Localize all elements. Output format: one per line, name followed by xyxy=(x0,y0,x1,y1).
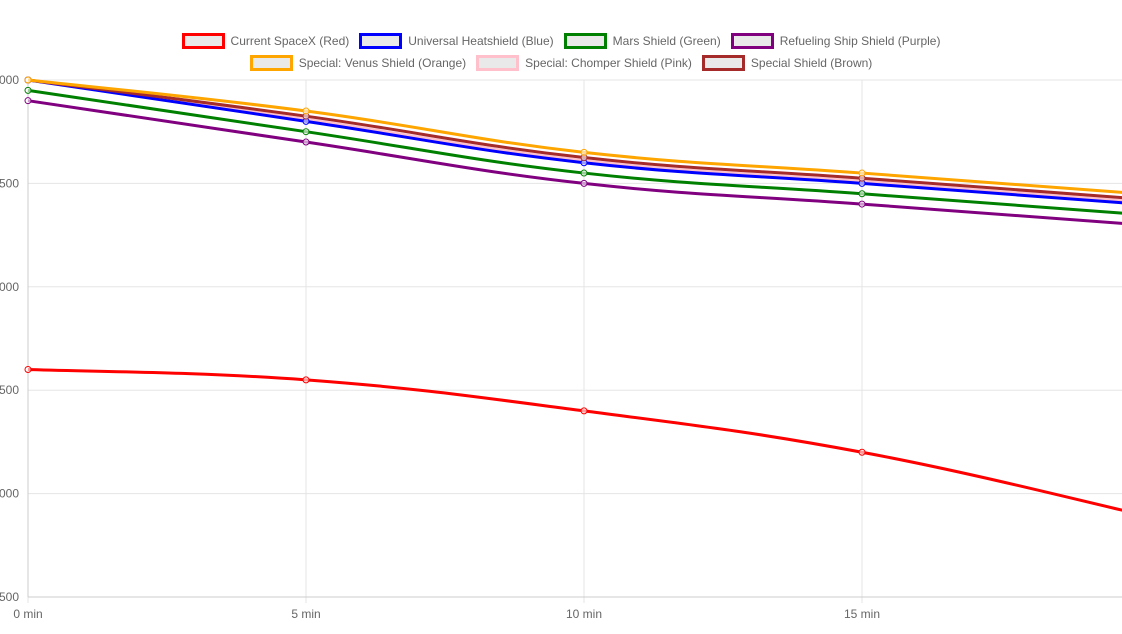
data-point xyxy=(302,138,310,146)
data-point xyxy=(24,86,32,94)
legend-swatch xyxy=(563,33,607,49)
data-point xyxy=(580,148,588,156)
data-point xyxy=(858,200,866,208)
data-point xyxy=(580,169,588,177)
legend-item[interactable]: Refueling Ship Shield (Purple) xyxy=(730,33,941,49)
legend-item[interactable]: Mars Shield (Green) xyxy=(563,33,721,49)
data-point xyxy=(302,376,310,384)
y-tick-label: 500 xyxy=(0,590,19,604)
legend-label: Current SpaceX (Red) xyxy=(230,34,350,48)
data-point xyxy=(858,448,866,456)
legend-item[interactable]: Universal Heatshield (Blue) xyxy=(359,33,554,49)
legend: Current SpaceX (Red) Universal Heatshield… xyxy=(0,33,1122,71)
legend-swatch xyxy=(730,33,774,49)
data-point xyxy=(302,107,310,115)
data-point xyxy=(580,179,588,187)
data-point xyxy=(24,97,32,105)
data-point xyxy=(580,407,588,415)
legend-label: Mars Shield (Green) xyxy=(612,34,721,48)
x-tick-label: 15 min xyxy=(844,607,880,621)
x-tick-label: 0 min xyxy=(13,607,42,621)
legend-swatch xyxy=(476,55,520,71)
legend-label: Universal Heatshield (Blue) xyxy=(408,34,554,48)
legend-swatch xyxy=(701,55,745,71)
legend-item[interactable]: Special: Chomper Shield (Pink) xyxy=(476,55,692,71)
y-tick-label: 3000 xyxy=(0,73,19,87)
legend-label: Special: Chomper Shield (Pink) xyxy=(525,56,692,70)
legend-label: Refueling Ship Shield (Purple) xyxy=(779,34,941,48)
y-tick-label: 1500 xyxy=(0,383,19,397)
legend-item[interactable]: Current SpaceX (Red) xyxy=(181,33,350,49)
y-tick-label: 2500 xyxy=(0,176,19,190)
series-line xyxy=(27,368,1122,512)
y-tick-label: 1000 xyxy=(0,487,19,501)
legend-swatch xyxy=(181,33,225,49)
y-tick-label: 2000 xyxy=(0,280,19,294)
series-line xyxy=(27,78,1122,194)
legend-items: Current SpaceX (Red) Universal Heatshield… xyxy=(66,33,1056,71)
data-point xyxy=(858,169,866,177)
legend-swatch xyxy=(249,55,293,71)
legend-label: Special: Venus Shield (Orange) xyxy=(298,56,467,70)
legend-label: Special Shield (Brown) xyxy=(750,56,873,70)
data-point xyxy=(302,128,310,136)
x-tick-label: 5 min xyxy=(291,607,320,621)
legend-item[interactable]: Special: Venus Shield (Orange) xyxy=(249,55,467,71)
x-tick-label: 10 min xyxy=(566,607,602,621)
data-point xyxy=(858,190,866,198)
legend-item[interactable]: Special Shield (Brown) xyxy=(701,55,873,71)
data-point xyxy=(24,76,32,84)
legend-swatch xyxy=(359,33,403,49)
data-point xyxy=(24,366,32,374)
